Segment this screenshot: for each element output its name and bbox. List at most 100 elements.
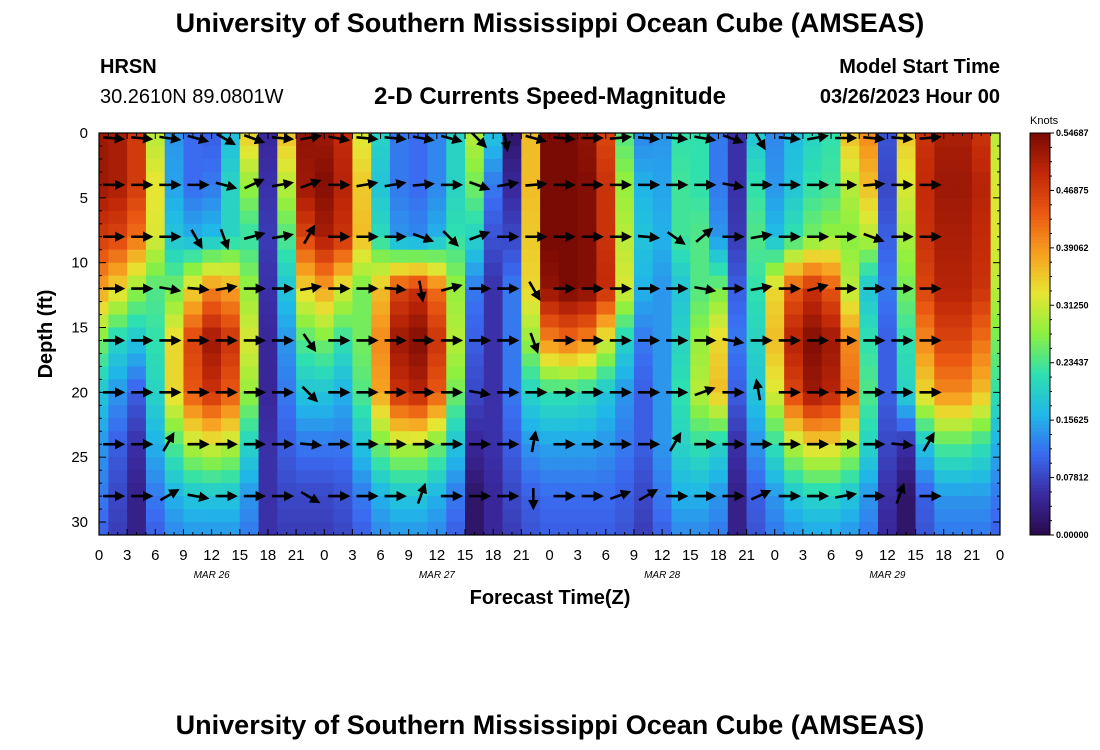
heatmap-cell xyxy=(333,301,354,316)
current-vector xyxy=(895,482,906,505)
heatmap-cell xyxy=(108,405,128,419)
heatmap-cell xyxy=(427,145,447,160)
heatmap-cell xyxy=(371,210,391,225)
heatmap-cell xyxy=(483,483,504,497)
heatmap-cell xyxy=(821,301,842,316)
heatmap-cell xyxy=(183,288,203,303)
heatmap-cell xyxy=(108,262,128,277)
heatmap-cell xyxy=(540,379,560,393)
heatmap-cell xyxy=(840,522,860,535)
colorbar-segment xyxy=(1030,153,1050,157)
heatmap-cell xyxy=(633,379,654,393)
heatmap-cell xyxy=(990,197,1000,212)
heatmap-cell xyxy=(277,483,297,497)
heatmap-cell xyxy=(145,171,166,186)
colorbar-segment xyxy=(1030,424,1050,429)
heatmap-cell xyxy=(690,158,710,173)
colorbar-segment xyxy=(1030,447,1050,452)
heatmap-cell xyxy=(915,444,935,458)
heatmap-cell xyxy=(990,171,1000,186)
heatmap-cell xyxy=(615,353,635,368)
heatmap-cell xyxy=(990,288,1000,303)
heatmap-cell xyxy=(239,197,260,212)
heatmap-cell xyxy=(953,379,973,393)
heatmap-cell xyxy=(953,262,973,277)
heatmap-cell xyxy=(127,314,147,329)
heatmap-cell xyxy=(727,431,748,445)
heatmap-cell xyxy=(746,431,766,445)
y-tick-label: 15 xyxy=(71,320,88,337)
heatmap-cell xyxy=(540,223,560,238)
heatmap-cell xyxy=(746,353,766,368)
heatmap-cell xyxy=(877,171,898,186)
heatmap-cell xyxy=(389,522,410,535)
colorbar-segment xyxy=(1030,417,1050,422)
heatmap-cell xyxy=(540,249,560,264)
heatmap-cell xyxy=(709,470,729,484)
heatmap-cell xyxy=(709,288,729,303)
heatmap-cell xyxy=(690,483,710,497)
heatmap-cell xyxy=(859,262,879,277)
heatmap-cell xyxy=(333,522,354,535)
colorbar-segment xyxy=(1030,256,1050,261)
heatmap-cell xyxy=(727,418,748,432)
heatmap-cell xyxy=(859,288,879,303)
heatmap-cell xyxy=(333,158,354,173)
heatmap-cell xyxy=(652,197,673,212)
heatmap-cell xyxy=(558,288,579,303)
heatmap-cell xyxy=(840,496,860,510)
heatmap-cell xyxy=(558,171,579,186)
heatmap-cell xyxy=(727,301,748,316)
x-tick-label: 12 xyxy=(429,547,446,564)
heatmap-cell xyxy=(108,353,128,368)
heatmap-cell xyxy=(577,340,598,355)
heatmap-cell xyxy=(521,158,541,173)
heatmap-cell xyxy=(840,457,860,471)
heatmap-cell xyxy=(465,392,485,406)
current-vector xyxy=(131,133,154,144)
heatmap-cell xyxy=(821,379,842,393)
heatmap-cell xyxy=(633,249,654,264)
heatmap-cell xyxy=(277,275,297,290)
heatmap-cell xyxy=(465,379,485,393)
heatmap-cell xyxy=(352,327,372,342)
current-vector xyxy=(669,431,682,452)
heatmap-cell xyxy=(596,223,616,238)
heatmap-cell xyxy=(915,171,935,186)
heatmap-cell xyxy=(690,145,710,160)
heatmap-cell xyxy=(408,405,429,419)
current-vector xyxy=(440,133,463,145)
heatmap-cell xyxy=(540,262,560,277)
heatmap-cell xyxy=(389,496,410,510)
heatmap-cell xyxy=(239,496,260,510)
x-date-label: MAR 28 xyxy=(644,570,681,581)
heatmap-cell xyxy=(502,288,522,303)
heatmap-cell xyxy=(765,405,785,419)
heatmap-cell xyxy=(971,133,992,147)
heatmap-cell xyxy=(239,210,260,225)
heatmap-cell xyxy=(371,340,391,355)
heatmap-cell xyxy=(333,405,354,419)
heatmap-cell xyxy=(164,145,185,160)
heatmap-cell xyxy=(502,223,522,238)
heatmap-cell xyxy=(221,327,241,342)
heatmap-cell xyxy=(352,353,372,368)
heatmap-cell xyxy=(615,431,635,445)
current-vector xyxy=(497,179,520,190)
heatmap-cell xyxy=(859,470,879,484)
heatmap-cell xyxy=(427,457,447,471)
heatmap-cell xyxy=(765,353,785,368)
x-tick-label: 21 xyxy=(288,547,305,564)
heatmap-cell xyxy=(615,327,635,342)
heatmap-cell xyxy=(389,197,410,212)
colorbar-segment xyxy=(1030,270,1050,275)
heatmap-cell xyxy=(352,249,372,264)
heatmap-cell xyxy=(540,340,560,355)
heatmap-cell xyxy=(971,405,992,419)
heatmap-cell xyxy=(746,340,766,355)
heatmap-cell xyxy=(277,457,297,471)
heatmap-cell xyxy=(802,366,823,380)
heatmap-cell xyxy=(408,470,429,484)
colorbar-segment xyxy=(1030,297,1050,301)
heatmap-cell xyxy=(164,470,185,484)
